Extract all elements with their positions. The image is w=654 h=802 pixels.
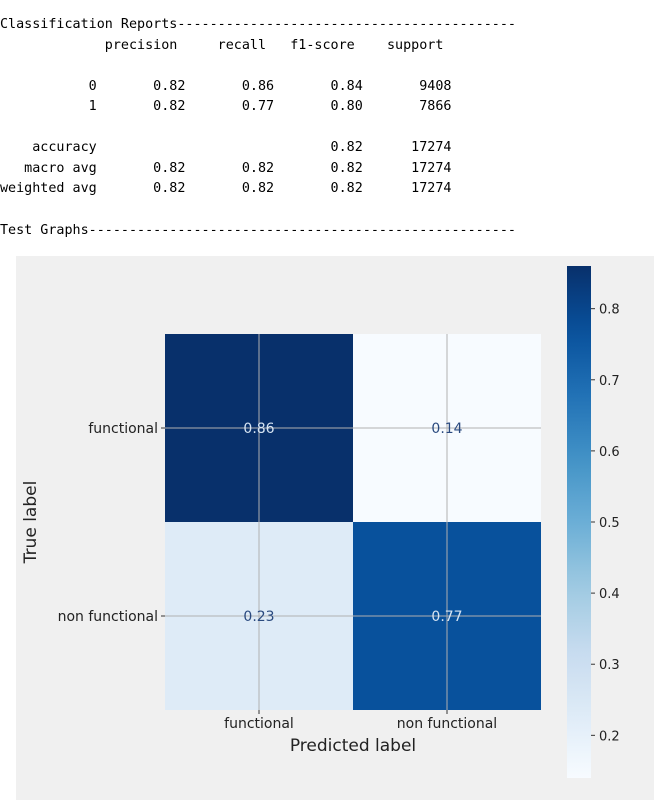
- x-tick-label: functional: [224, 716, 294, 732]
- colorbar-tick-label: 0.7: [599, 374, 620, 389]
- colorbar-tick-label: 0.8: [599, 303, 620, 318]
- report-row: accuracy 0.82 17274: [0, 140, 452, 155]
- confusion-matrix-chart: 0.86 0.14 0.23 0.77 functional functional non …: [21, 266, 620, 778]
- cell-value-label: 0.14: [431, 421, 462, 437]
- confusion-matrix-figure: 0.86 0.14 0.23 0.77 functional functional non …: [16, 256, 654, 800]
- colorbar-tick-label: 0.5: [599, 516, 620, 531]
- colorbar: [567, 266, 591, 778]
- classification-report: Classification Reports------------------…: [0, 15, 516, 200]
- cell-value-label: 0.77: [431, 609, 462, 625]
- report-title: Classification Reports------------------…: [0, 17, 516, 32]
- y-tick-label: functional: [88, 421, 158, 437]
- report-columns: precision recall f1-score support: [0, 37, 444, 53]
- colorbar-tick-label: 0.6: [599, 445, 620, 460]
- y-axis-label: True label: [21, 481, 41, 565]
- y-tick-label: non functional: [58, 609, 158, 625]
- colorbar-tick-label: 0.2: [599, 729, 620, 744]
- report-row: macro avg 0.82 0.82 0.82 17274: [0, 160, 452, 176]
- cell-value-label: 0.86: [243, 421, 274, 437]
- cell-value-label: 0.23: [243, 609, 274, 625]
- x-tick-label: non functional: [397, 716, 497, 732]
- report-row: 1 0.82 0.77 0.80 7866: [0, 99, 452, 114]
- report-row: weighted avg 0.82 0.82 0.82 17274: [0, 181, 452, 196]
- report-row: 0 0.82 0.86 0.84 9408: [0, 78, 452, 94]
- x-axis-label: Predicted label: [290, 736, 416, 756]
- test-graphs-header: Test Graphs-----------------------------…: [0, 223, 516, 238]
- colorbar-tick-label: 0.3: [599, 658, 620, 673]
- colorbar-tick-label: 0.4: [599, 587, 620, 602]
